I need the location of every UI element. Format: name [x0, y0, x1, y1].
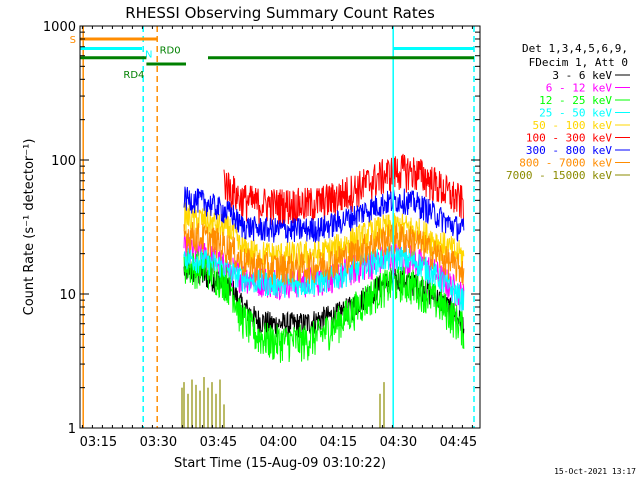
series-100-300-kev — [223, 153, 465, 227]
y-axis-label: Count Rate (s⁻¹ detector⁻¹) — [22, 139, 37, 316]
x-axis: 03:15 03:30 03:45 04:00 04:15 04:30 04:45 — [80, 26, 477, 450]
series-line — [183, 186, 465, 243]
series-12-25-kev — [183, 250, 465, 363]
legend-label: 100 - 300 keV — [526, 132, 612, 145]
state-bar-label: RD0 — [160, 46, 181, 57]
plot-frame — [79, 25, 481, 429]
chart-title: RHESSI Observing Summary Count Rates — [125, 4, 435, 22]
y-tick-label: 1000 — [43, 20, 76, 35]
legend-label: 300 - 800 keV — [526, 144, 612, 157]
legend-label: 25 - 50 keV — [539, 107, 612, 120]
x-tick-label: 04:45 — [440, 435, 477, 450]
overlay-layer: S N RD0 RD4 — [70, 26, 475, 428]
series-300-800-kev — [183, 186, 465, 243]
series-line — [183, 201, 465, 273]
series-50-100-kev — [183, 201, 465, 273]
x-tick-label: 04:15 — [320, 435, 357, 450]
state-bar-label: S — [70, 35, 76, 46]
y-tick-label: 100 — [51, 154, 76, 169]
legend-label: 3 - 6 keV — [552, 69, 612, 82]
legend-label: 800 - 7000 keV — [519, 157, 612, 170]
series-line — [223, 153, 465, 227]
series-800-7000-kev — [183, 221, 465, 286]
legend: Det 1,3,4,5,6,9, FDecim 1, Att 0 3 - 6 k… — [506, 42, 630, 182]
x-tick-label: 03:15 — [80, 435, 117, 450]
y-axis: 1 10 100 1000 — [43, 20, 480, 437]
footer-timestamp: 15-Oct-2021 13:17 — [554, 467, 636, 476]
legend-label: 6 - 12 keV — [546, 82, 613, 95]
legend-label: 50 - 100 keV — [533, 119, 613, 132]
legend-header-line-1: Det 1,3,4,5,6,9, — [522, 42, 628, 55]
x-axis-label: Start Time (15-Aug-09 03:10:22) — [174, 456, 386, 471]
x-tick-label: 04:00 — [260, 435, 297, 450]
series-line — [183, 250, 465, 363]
series-line — [183, 221, 465, 286]
y-tick-label: 10 — [59, 288, 76, 303]
state-bar-label: N — [145, 49, 152, 60]
legend-header-line-2: FDecim 1, Att 0 — [529, 56, 628, 69]
series-layer — [181, 153, 465, 428]
x-tick-label: 04:30 — [380, 435, 417, 450]
legend-label: 12 - 25 keV — [539, 94, 612, 107]
legend-label: 7000 - 15000 keV — [506, 169, 612, 182]
x-tick-label: 03:45 — [200, 435, 237, 450]
y-tick-label: 1 — [68, 422, 76, 437]
x-tick-label: 03:30 — [140, 435, 177, 450]
state-bar-label: RD4 — [123, 70, 144, 81]
series-7000-15000-kev — [181, 377, 385, 428]
